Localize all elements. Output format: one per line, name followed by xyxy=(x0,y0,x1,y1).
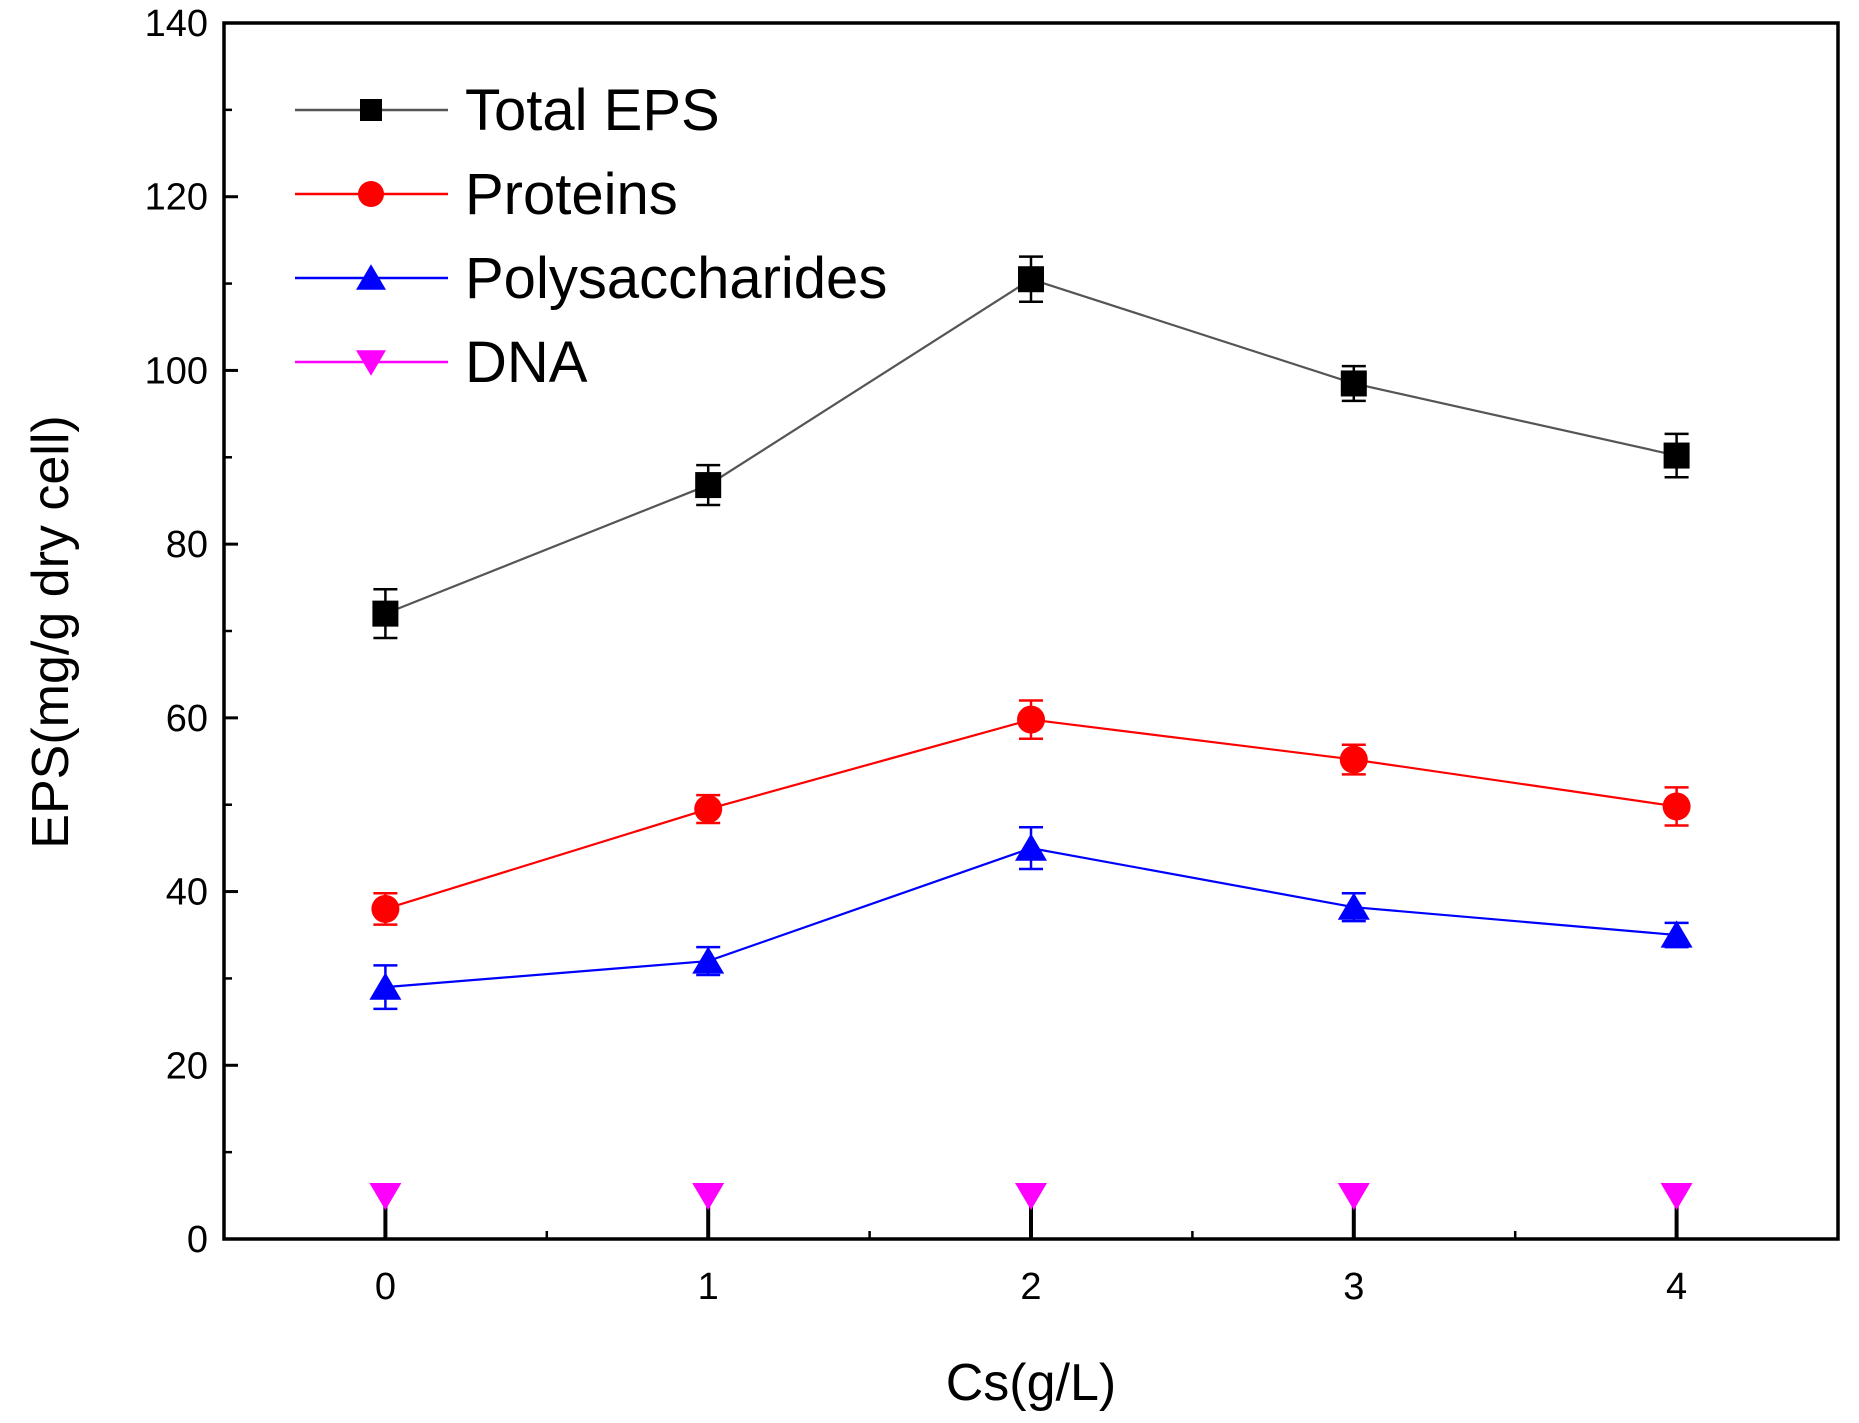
data-point-total-eps xyxy=(1663,442,1690,469)
y-tick-label-60: 60 xyxy=(166,698,208,740)
data-point-total-eps xyxy=(1018,266,1044,293)
data-point-dna xyxy=(369,1182,402,1211)
series-total-eps xyxy=(372,255,1690,640)
data-point-proteins xyxy=(1662,792,1691,821)
series-line-proteins xyxy=(385,718,1677,910)
series-polysaccharides xyxy=(369,826,1693,1011)
data-point-polysaccharides xyxy=(1660,920,1693,948)
legend: Total EPS Proteins Polysaccharides DNA xyxy=(295,78,887,395)
legend-label-proteins: Proteins xyxy=(465,162,678,227)
data-point-proteins xyxy=(1017,705,1045,734)
data-point-dna xyxy=(1015,1182,1047,1211)
y-tick-label-80: 80 xyxy=(166,524,208,566)
y-tick-label-0: 0 xyxy=(187,1219,208,1261)
legend-item-dna: DNA xyxy=(295,330,588,395)
data-point-polysaccharides xyxy=(1015,833,1047,861)
series-layer xyxy=(369,255,1693,1239)
legend-label-polysaccharides: Polysaccharides xyxy=(465,246,887,311)
legend-marker-dna xyxy=(356,350,386,376)
data-point-total-eps xyxy=(372,600,399,627)
data-point-total-eps xyxy=(695,472,722,499)
series-dna xyxy=(369,1182,1693,1239)
data-point-dna xyxy=(1337,1182,1370,1211)
y-axis-title: EPS(mg/g dry cell) xyxy=(22,415,80,848)
legend-item-proteins: Proteins xyxy=(295,162,678,227)
data-point-proteins xyxy=(694,795,723,824)
y-tick-label-20: 20 xyxy=(166,1045,208,1087)
x-tick-label-2: 2 xyxy=(1020,1266,1041,1308)
series-proteins xyxy=(371,699,1691,926)
x-tick-label-1: 1 xyxy=(698,1266,719,1308)
x-tick-label-0: 0 xyxy=(375,1266,396,1308)
x-tick-label-3: 3 xyxy=(1343,1266,1364,1308)
y-tick-label-120: 120 xyxy=(145,177,208,219)
legend-label-dna: DNA xyxy=(465,330,588,395)
data-point-proteins xyxy=(371,894,400,923)
legend-label-total-eps: Total EPS xyxy=(465,78,720,143)
data-point-dna xyxy=(692,1182,725,1211)
data-point-polysaccharides xyxy=(369,972,402,1000)
y-tick-label-40: 40 xyxy=(166,872,208,914)
legend-item-total-eps: Total EPS xyxy=(295,78,720,143)
legend-marker-proteins xyxy=(358,181,384,207)
x-tick-label-4: 4 xyxy=(1666,1266,1687,1308)
legend-marker-total-eps xyxy=(360,99,382,121)
legend-marker-polysaccharides xyxy=(356,264,386,290)
data-point-polysaccharides xyxy=(692,946,725,974)
data-point-polysaccharides xyxy=(1337,892,1370,920)
y-axis: 0 20 40 60 80 100 120 140 xyxy=(145,3,238,1261)
data-point-total-eps xyxy=(1340,370,1367,397)
data-point-proteins xyxy=(1339,745,1368,774)
data-point-dna xyxy=(1660,1182,1693,1211)
y-tick-label-140: 140 xyxy=(145,3,208,45)
y-tick-label-100: 100 xyxy=(145,350,208,392)
x-axis-title: Cs(g/L) xyxy=(946,1354,1116,1412)
legend-item-polysaccharides: Polysaccharides xyxy=(295,246,887,311)
